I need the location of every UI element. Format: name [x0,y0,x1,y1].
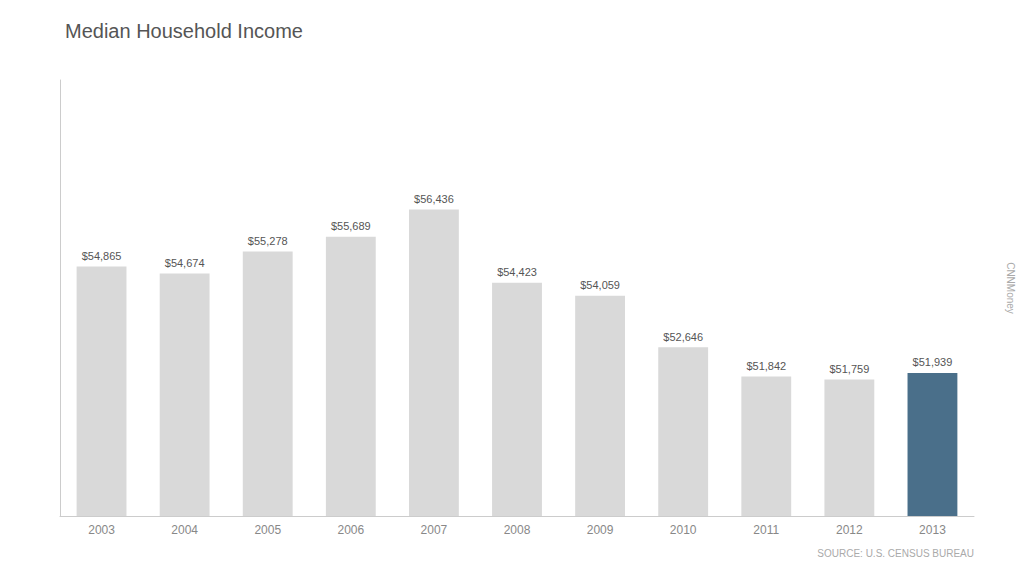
svg-text:$54,059: $54,059 [580,279,620,291]
svg-text:$54,674: $54,674 [165,257,205,269]
svg-text:2004: 2004 [171,523,198,537]
svg-text:$54,865: $54,865 [82,250,122,262]
svg-text:2008: 2008 [504,523,531,537]
svg-text:CNNMoney: CNNMoney [1005,262,1016,314]
svg-text:2009: 2009 [587,523,614,537]
svg-text:Median Household Income: Median Household Income [65,20,303,42]
svg-text:$55,689: $55,689 [331,220,371,232]
svg-text:$55,278: $55,278 [248,235,288,247]
svg-text:2012: 2012 [836,523,863,537]
svg-text:$54,423: $54,423 [497,266,537,278]
svg-text:$51,759: $51,759 [829,363,869,375]
svg-text:2005: 2005 [254,523,281,537]
svg-text:2010: 2010 [670,523,697,537]
svg-text:$56,436: $56,436 [414,193,454,205]
svg-text:$51,842: $51,842 [746,360,786,372]
svg-text:2003: 2003 [88,523,115,537]
svg-text:2006: 2006 [337,523,364,537]
svg-text:$51,939: $51,939 [913,356,953,368]
svg-text:2013: 2013 [919,523,946,537]
svg-text:2007: 2007 [421,523,448,537]
svg-text:$52,646: $52,646 [663,331,703,343]
svg-text:SOURCE: U.S. CENSUS BUREAU: SOURCE: U.S. CENSUS BUREAU [817,548,974,559]
svg-text:2011: 2011 [753,523,779,537]
